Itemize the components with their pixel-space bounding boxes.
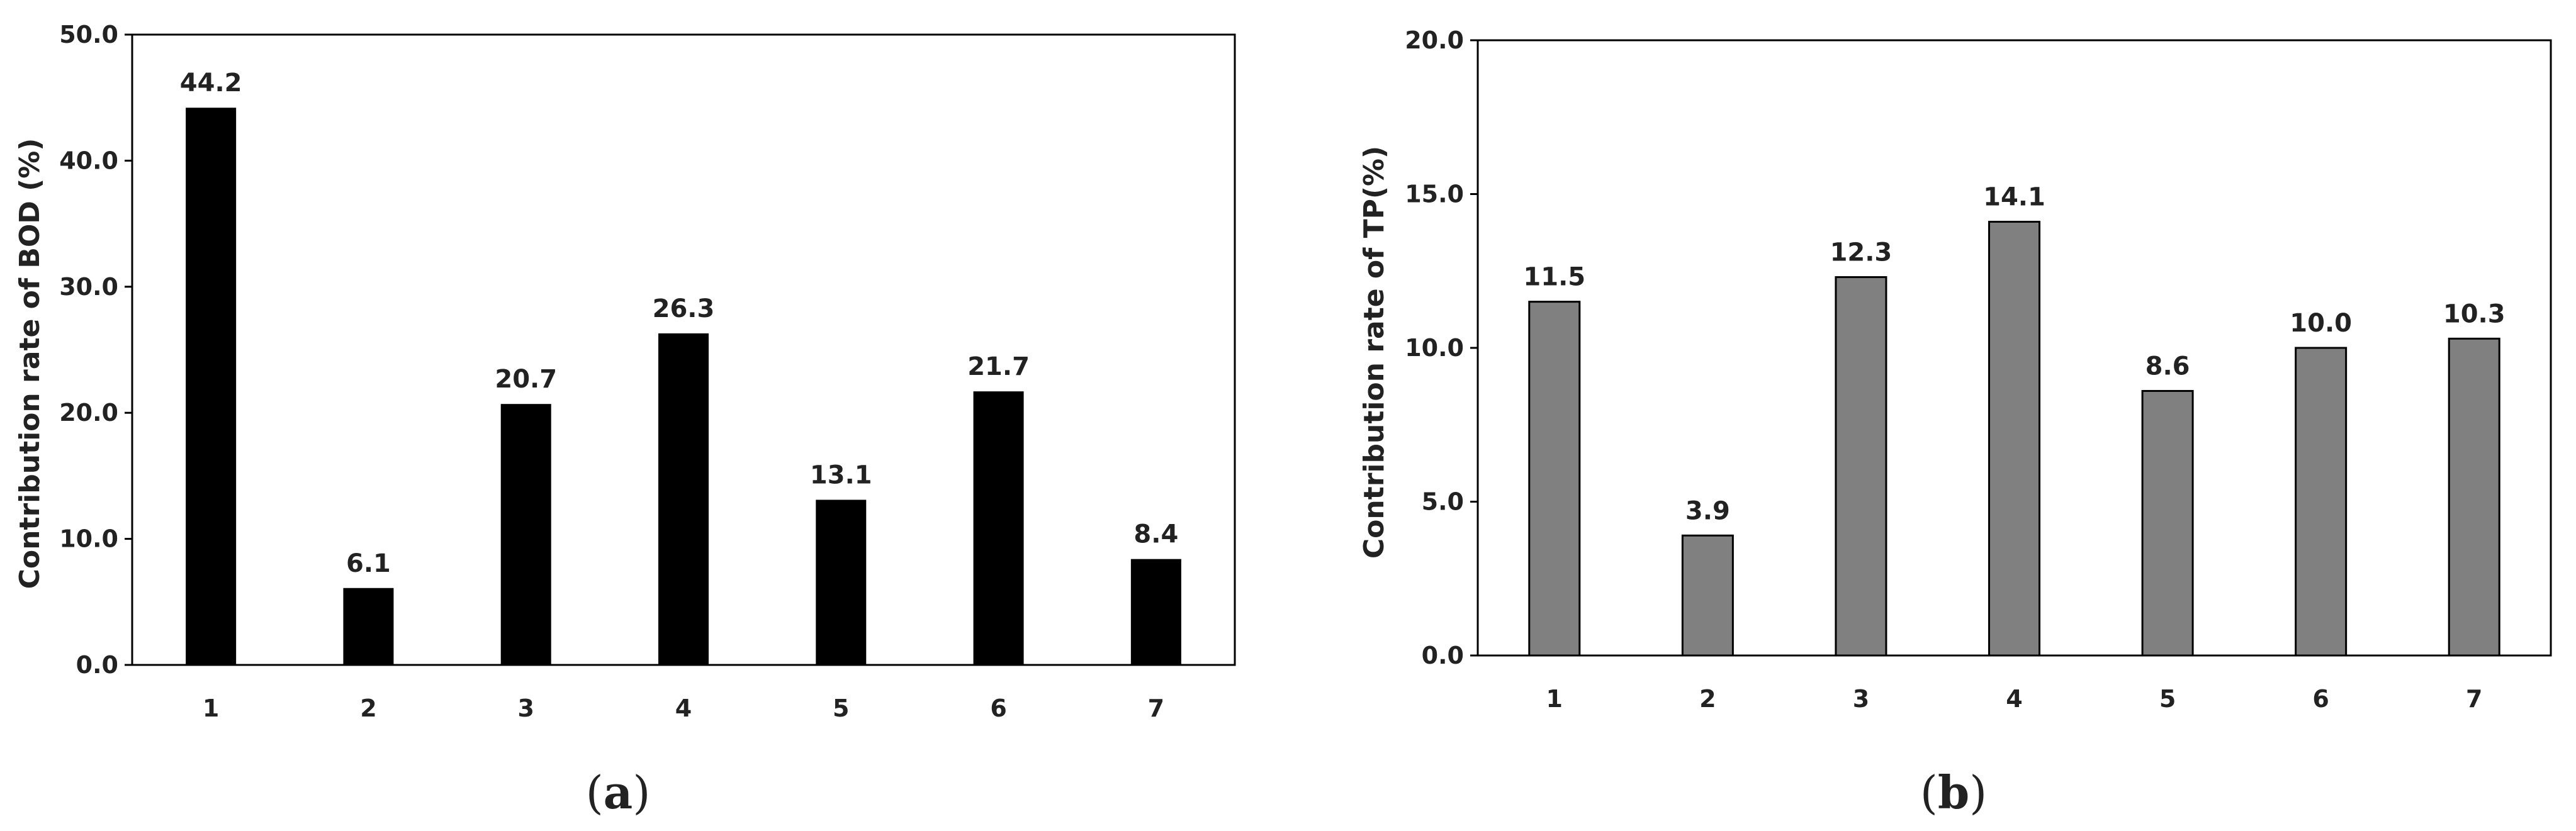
chart-b-bar (2141, 389, 2194, 657)
chart-a-bar (343, 588, 394, 665)
chart-b-data-label: 11.5 (1523, 263, 1585, 292)
chart-b-x-tick-label: 3 (1853, 685, 1869, 713)
chart-a-bars (186, 108, 1181, 665)
chart-b-x-ticks: 1 2 3 4 5 6 7 (1546, 685, 2483, 713)
chart-a-x-tick-label: 2 (360, 694, 376, 722)
chart-b-y-ticks: 0.0 5.0 10.0 15.0 20.0 (1405, 26, 1478, 669)
chart-a-data-label: 6.1 (346, 549, 391, 578)
chart-b: Contribution rate of TP(%) 0.0 5.0 10.0 15.… (1358, 26, 2552, 819)
chart-a-x-tick-label: 5 (833, 694, 849, 722)
chart-a-bar (186, 108, 237, 665)
chart-a-y-tick-label: 30.0 (59, 273, 118, 301)
chart-a-data-label: 26.3 (653, 294, 715, 323)
chart-b-data-label: 8.6 (2146, 352, 2190, 381)
chart-b-data-label: 10.3 (2443, 299, 2506, 328)
chart-b-data-labels: 11.5 3.9 12.3 14.1 8.6 10.0 10.3 (1523, 183, 2505, 526)
chart-a-x-tick-label: 3 (517, 694, 534, 722)
chart-a-y-axis-title: Contribution rate of BOD (%) (14, 138, 46, 589)
chart-b-bar (1835, 276, 1887, 657)
chart-b-y-axis-title: Contribution rate of TP(%) (1358, 146, 1390, 559)
chart-a-data-label: 44.2 (180, 69, 242, 98)
chart-b-bar (1681, 534, 1734, 657)
chart-a-data-label: 13.1 (810, 460, 872, 489)
chart-b-bars (1528, 221, 2500, 657)
chart-b-y-tick-label: 10.0 (1405, 334, 1464, 362)
chart-a-x-tick-label: 6 (990, 694, 1006, 722)
chart-b-x-tick-label: 2 (1699, 685, 1716, 713)
chart-b-y-tick-label: 20.0 (1405, 26, 1464, 54)
chart-b-x-tick-label: 5 (2159, 685, 2176, 713)
chart-a-data-label: 20.7 (495, 365, 557, 394)
chart-a-x-tick-label: 7 (1148, 694, 1164, 722)
chart-a-bar (973, 391, 1024, 665)
chart-b-x-tick-label: 7 (2466, 685, 2482, 713)
chart-a-data-label: 21.7 (967, 352, 1030, 381)
chart-a-panel-label: (a) (586, 766, 651, 819)
chart-b-data-label: 3.9 (1685, 496, 1730, 525)
chart-a-y-tick-label: 10.0 (59, 525, 118, 553)
chart-a-y-tick-label: 50.0 (59, 21, 118, 48)
chart-b-panel-label: (b) (1920, 766, 1988, 819)
chart-b-y-tick-label: 15.0 (1405, 181, 1464, 208)
chart-a-y-tick-label: 20.0 (59, 399, 118, 427)
chart-a-x-tick-label: 1 (203, 694, 219, 722)
chart-a-data-labels: 44.2 6.1 20.7 26.3 13.1 21.7 8.4 (180, 69, 1178, 578)
chart-b-data-label: 10.0 (2290, 309, 2352, 338)
chart-b-x-tick-label: 6 (2312, 685, 2329, 713)
chart-b-plot-frame (1476, 39, 2552, 657)
chart-a-y-tick-label: 40.0 (59, 147, 118, 174)
chart-a-bar (500, 404, 551, 665)
chart-a-bar (1130, 559, 1181, 665)
chart-a-y-ticks: 0.0 10.0 20.0 30.0 40.0 50.0 (59, 21, 132, 679)
chart-a: Contribution rate of BOD (%) 0.010.020.0… (14, 21, 1236, 819)
chart-b-bar (1988, 221, 2040, 657)
chart-a-data-label: 8.4 (1133, 520, 1178, 549)
chart-b-x-tick-label: 4 (2006, 685, 2022, 713)
chart-b-data-label: 14.1 (1983, 183, 2045, 212)
chart-b-y-tick-label: 0.0 (1422, 642, 1464, 669)
chart-a-x-tick-label: 4 (675, 694, 692, 722)
chart-b-y-tick-label: 5.0 (1422, 488, 1464, 516)
chart-a-bar (816, 499, 867, 665)
chart-b-bar (2448, 337, 2500, 657)
chart-a-plot-frame (131, 33, 1236, 666)
chart-b-x-tick-label: 1 (1546, 685, 1563, 713)
chart-a-x-ticks: 1 2 3 4 5 6 7 (203, 694, 1164, 722)
chart-a-y-tick-label: 0.0 (76, 651, 118, 679)
chart-b-bar (1528, 301, 1581, 657)
chart-b-data-label: 12.3 (1830, 238, 1893, 267)
chart-a-bar (658, 333, 709, 665)
chart-b-bar (2295, 347, 2348, 657)
